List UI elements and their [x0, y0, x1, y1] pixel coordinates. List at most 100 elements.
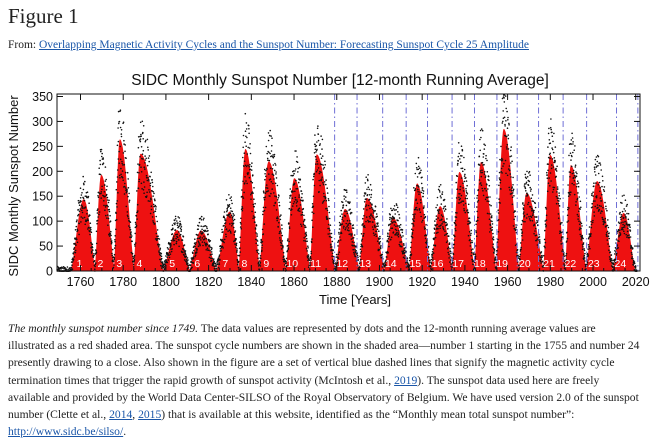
data-dot [129, 221, 132, 223]
data-dot [521, 234, 523, 237]
data-dot [623, 226, 626, 228]
data-dot [305, 237, 308, 240]
data-dot [557, 188, 559, 190]
data-dot [448, 257, 450, 259]
data-dot [242, 180, 244, 183]
data-dot [232, 219, 235, 222]
data-dot [97, 216, 99, 218]
data-dot [435, 215, 438, 217]
data-dot [306, 250, 309, 252]
data-dot [415, 167, 418, 169]
data-dot [535, 227, 537, 230]
data-dot [267, 132, 270, 134]
data-dot [372, 216, 374, 219]
data-dot [338, 231, 340, 234]
data-dot [239, 247, 241, 249]
data-dot [480, 175, 483, 178]
data-dot [458, 202, 461, 204]
data-dot [140, 182, 143, 185]
data-dot [277, 226, 280, 228]
data-dot [391, 227, 394, 229]
data-dot [223, 211, 226, 213]
data-dot [593, 166, 596, 168]
data-dot [509, 169, 511, 172]
data-dot [515, 226, 517, 228]
data-dot [271, 173, 274, 175]
cycle-area-20 [518, 192, 545, 271]
data-dot [153, 211, 155, 214]
data-dot [194, 255, 196, 258]
silso-url-link[interactable]: http://www.sidc.be/silso/ [8, 425, 124, 439]
data-dot [498, 171, 501, 174]
data-dot [495, 253, 498, 256]
data-dot [121, 176, 124, 179]
data-dot [463, 208, 465, 210]
data-dot [522, 213, 525, 215]
data-dot [128, 192, 130, 195]
data-dot [360, 233, 363, 235]
data-dot [146, 138, 149, 141]
data-dot [236, 251, 238, 253]
data-dot [232, 215, 234, 218]
data-dot [239, 226, 242, 228]
x-tick-label: 1920 [408, 275, 436, 289]
data-dot [468, 217, 471, 219]
data-dot [293, 201, 296, 203]
data-dot [292, 174, 295, 177]
data-dot [293, 182, 296, 185]
data-dot [154, 199, 156, 202]
data-dot [564, 265, 567, 267]
data-dot [235, 242, 238, 245]
data-dot [417, 168, 420, 171]
data-dot [301, 193, 303, 195]
data-dot [270, 150, 273, 152]
data-dot [386, 239, 389, 242]
data-dot [337, 245, 339, 247]
data-dot [147, 177, 149, 179]
data-dot [76, 229, 79, 232]
data-dot [309, 255, 312, 258]
data-dot [181, 239, 184, 241]
data-dot [302, 220, 305, 223]
ref-link-2014[interactable]: 2014 [109, 408, 133, 422]
data-dot [446, 240, 449, 242]
data-dot [462, 170, 464, 173]
data-dot [141, 153, 144, 155]
data-dot [447, 246, 450, 249]
data-dot [536, 219, 538, 222]
source-article-link[interactable]: Overlapping Magnetic Activity Cycles and… [39, 39, 529, 51]
data-dot [200, 225, 202, 227]
x-tick-label: 2000 [579, 275, 607, 289]
data-dot [154, 210, 157, 213]
data-dot [289, 197, 291, 199]
data-dot [557, 213, 560, 215]
data-dot [115, 188, 118, 191]
data-dot [81, 207, 84, 209]
data-dot [493, 248, 496, 251]
data-dot [279, 218, 282, 221]
data-dot [579, 200, 582, 203]
y-tick-label: 0 [46, 265, 53, 279]
data-dot [426, 239, 428, 241]
data-dot [174, 223, 176, 226]
data-dot [89, 230, 92, 232]
data-dot [420, 191, 423, 194]
data-dot [196, 237, 199, 240]
data-dot [549, 152, 551, 155]
data-dot [359, 261, 362, 263]
data-dot [465, 195, 468, 197]
data-dot [179, 235, 181, 237]
data-dot [100, 192, 102, 195]
data-dot [78, 204, 81, 206]
data-dot [463, 175, 466, 177]
data-dot [209, 246, 211, 248]
data-dot [103, 200, 105, 202]
data-dot [470, 254, 473, 257]
caption-text-1: The data values are represented by dots … [8, 322, 640, 387]
data-dot [95, 230, 98, 233]
ref-link-2019[interactable]: 2019 [394, 373, 418, 387]
data-dot [265, 187, 267, 189]
data-dot [618, 240, 620, 243]
ref-link-2015[interactable]: 2015 [138, 408, 162, 422]
data-dot [398, 213, 400, 216]
